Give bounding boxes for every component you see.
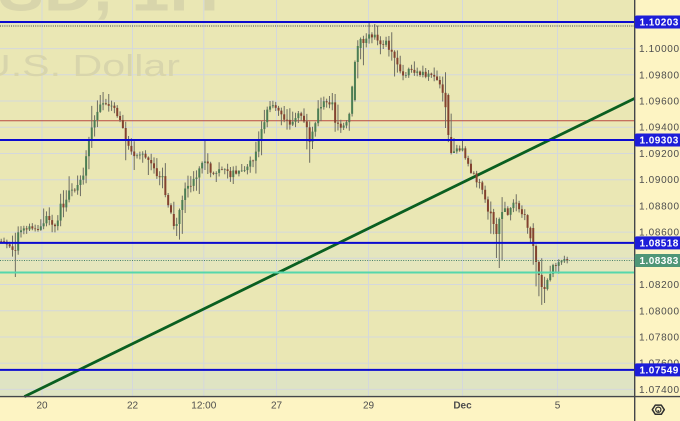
svg-text:1.09000: 1.09000	[639, 175, 680, 186]
svg-text:1.09303: 1.09303	[640, 136, 679, 147]
svg-text:1.08200: 1.08200	[639, 280, 680, 291]
svg-text:1.09400: 1.09400	[639, 123, 680, 134]
svg-text:1.09800: 1.09800	[639, 70, 680, 81]
svg-text:1.07800: 1.07800	[639, 333, 680, 344]
svg-text:1.07549: 1.07549	[640, 365, 679, 376]
svg-text:EURUSD, 1H: EURUSD, 1H	[0, 0, 219, 24]
svg-text:1.08383: 1.08383	[640, 256, 679, 267]
svg-text:12:00: 12:00	[191, 401, 216, 412]
svg-text:1.10203: 1.10203	[640, 18, 679, 29]
svg-text:5: 5	[555, 401, 561, 412]
svg-text:1.08800: 1.08800	[639, 201, 680, 212]
svg-text:1.08000: 1.08000	[639, 306, 680, 317]
svg-text:22: 22	[127, 401, 139, 412]
svg-text:1.08600: 1.08600	[639, 228, 680, 239]
svg-text:1.09200: 1.09200	[639, 149, 680, 160]
svg-text:1.10000: 1.10000	[639, 44, 680, 55]
svg-text:1.07400: 1.07400	[639, 385, 680, 396]
svg-text:29: 29	[363, 401, 375, 412]
svg-text:1.08518: 1.08518	[640, 238, 679, 249]
svg-text:27: 27	[271, 401, 283, 412]
svg-text:U.S. Dollar: U.S. Dollar	[0, 48, 180, 83]
svg-text:20: 20	[36, 401, 48, 412]
svg-text:Dec: Dec	[453, 401, 472, 412]
svg-text:1.09600: 1.09600	[639, 97, 680, 108]
